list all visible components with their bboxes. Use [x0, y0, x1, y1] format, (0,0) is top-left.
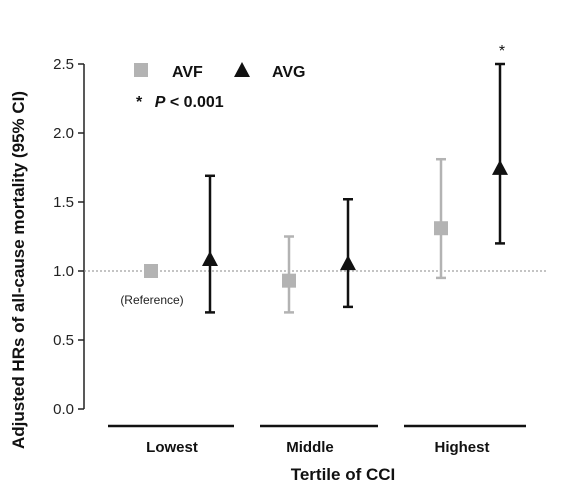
data-point-avf	[144, 264, 158, 278]
y-tick-label: 1.0	[53, 263, 74, 280]
y-tick-label: 0.5	[53, 332, 74, 349]
p-italic: P	[155, 94, 166, 111]
p-value-note: * P < 0.001	[136, 94, 224, 111]
category-label: Lowest	[146, 439, 198, 456]
reference-label: (Reference)	[120, 293, 183, 307]
plot-area: 0.0 0.5 1.0 1.5 2.0 2.5 Lowest Middle Highest	[53, 56, 548, 456]
legend-avg-swatch	[234, 62, 250, 77]
category-label: Middle	[286, 439, 334, 456]
data-point-avg	[340, 255, 356, 271]
y-tick-label: 2.0	[53, 125, 74, 142]
data-point-avg	[202, 250, 218, 266]
y-axis-title: Adjusted HRs of all-cause mortality (95%…	[9, 91, 28, 449]
p-star: *	[136, 94, 143, 111]
data-point-avg	[492, 159, 508, 175]
significance-marker: *	[499, 43, 505, 60]
p-rest: < 0.001	[170, 94, 224, 111]
y-tick-label: 0.0	[53, 401, 74, 418]
x-axis-title: Tertile of CCI	[291, 465, 396, 484]
data-point-avf	[434, 221, 448, 236]
legend-avf-label: AVF	[172, 64, 203, 81]
legend: AVF AVG * P < 0.001	[134, 62, 305, 111]
category-label: Highest	[434, 439, 489, 456]
y-tick-label: 2.5	[53, 56, 74, 73]
legend-avf-swatch	[134, 63, 148, 77]
data-point-avf	[282, 273, 296, 288]
legend-avg-label: AVG	[272, 64, 305, 81]
y-tick-label: 1.5	[53, 194, 74, 211]
